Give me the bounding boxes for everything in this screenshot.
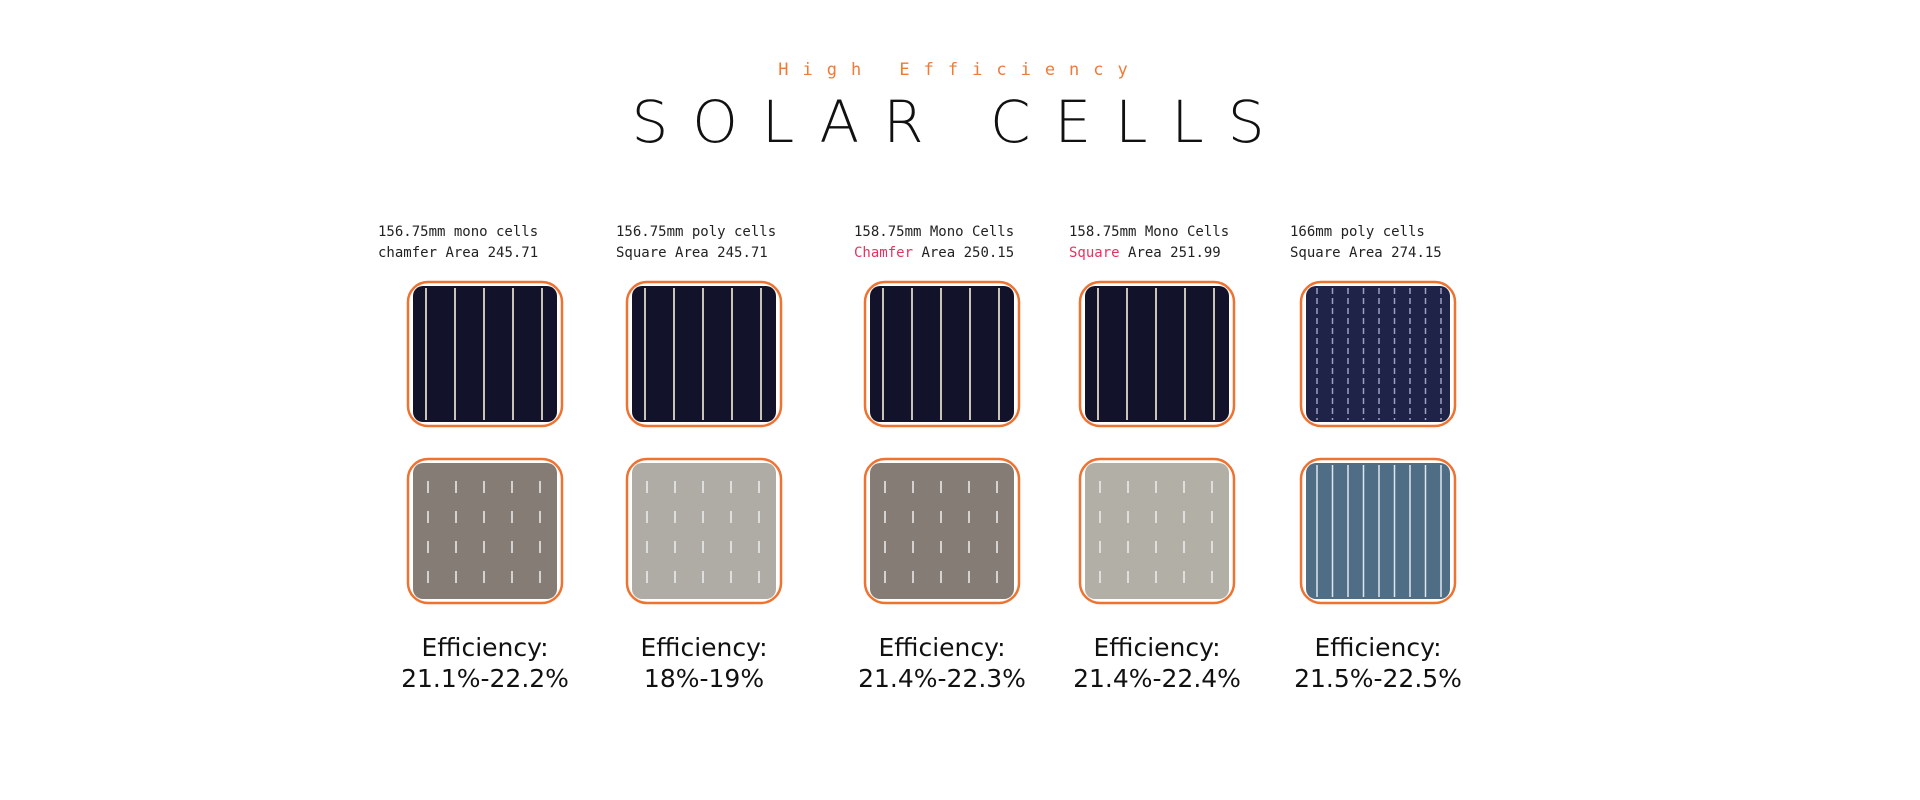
efficiency-value: 21.4%-22.3% — [858, 664, 1026, 693]
title: SOLAR CELLS — [631, 88, 1289, 156]
efficiency: Efficiency: 21.1%-22.2% — [375, 632, 595, 694]
cell-front-image — [1078, 280, 1236, 428]
cell-back-image — [863, 457, 1021, 605]
cell-shape: Square — [1290, 245, 1341, 261]
cell-area: Area 245.71 — [445, 245, 539, 261]
cell-frame — [625, 280, 783, 428]
cell-labels: 156.75mm poly cells Square Area 245.71 — [616, 222, 776, 264]
cell-area: Area 245.71 — [675, 245, 768, 261]
cell-area-line: Square Area 251.99 — [1069, 243, 1229, 264]
subtitle: High Efficiency — [778, 60, 1142, 80]
cell-front-image — [1299, 280, 1457, 428]
cell-area-line: Square Area 274.15 — [1290, 243, 1442, 264]
efficiency: Efficiency: 21.4%-22.3% — [832, 632, 1052, 694]
efficiency-label: Efficiency: — [1093, 633, 1221, 662]
cell-labels: 158.75mm Mono Cells Chamfer Area 250.15 — [854, 222, 1014, 264]
cell-frame — [863, 457, 1021, 605]
cell-frame — [863, 280, 1021, 428]
cell-body — [870, 463, 1014, 599]
cell-shape: Chamfer — [854, 245, 914, 261]
cell-area: Area 250.15 — [921, 245, 1015, 261]
cell-frame — [1299, 280, 1457, 428]
cell-shape: Square — [1069, 245, 1120, 261]
cell-frame — [406, 457, 564, 605]
cell-labels: 158.75mm Mono Cells Square Area 251.99 — [1069, 222, 1229, 264]
efficiency-value: 21.5%-22.5% — [1294, 664, 1462, 693]
cell-body — [1306, 463, 1450, 599]
efficiency: Efficiency: 21.5%-22.5% — [1268, 632, 1488, 694]
efficiency-label: Efficiency: — [421, 633, 549, 662]
cell-frame — [1078, 280, 1236, 428]
efficiency-label: Efficiency: — [1314, 633, 1442, 662]
cell-front-image — [625, 280, 783, 428]
cell-size: 156.75mm poly cells — [616, 224, 777, 240]
cell-body — [1306, 286, 1450, 422]
cell-size: 166mm poly cells — [1290, 224, 1425, 240]
cell-front-image — [863, 280, 1021, 428]
efficiency-label: Efficiency: — [640, 633, 768, 662]
cell-back-image — [1078, 457, 1236, 605]
efficiency: Efficiency: 21.4%-22.4% — [1047, 632, 1267, 694]
cell-back-image — [625, 457, 783, 605]
cell-frame — [406, 280, 564, 428]
cell-body — [632, 463, 776, 599]
cell-front-image — [406, 280, 564, 428]
efficiency-value: 18%-19% — [643, 664, 765, 693]
efficiency: Efficiency: 18%-19% — [594, 632, 814, 694]
cell-body — [413, 463, 557, 599]
cell-back-image — [1299, 457, 1457, 605]
cell-area: Area 274.15 — [1349, 245, 1442, 261]
cell-size: 158.75mm Mono Cells — [854, 224, 1015, 240]
cell-back-image — [406, 457, 564, 605]
cell-labels: 166mm poly cells Square Area 274.15 — [1290, 222, 1442, 264]
cell-area-line: Chamfer Area 250.15 — [854, 243, 1014, 264]
cell-shape: Square — [616, 245, 667, 261]
cell-area: Area 251.99 — [1128, 245, 1221, 261]
cell-size: 156.75mm mono cells — [378, 224, 539, 240]
efficiency-value: 21.1%-22.2% — [401, 664, 569, 693]
cell-body — [1085, 463, 1229, 599]
cell-area-line: Square Area 245.71 — [616, 243, 776, 264]
cell-size: 158.75mm Mono Cells — [1069, 224, 1230, 240]
cell-frame — [1299, 457, 1457, 605]
cell-labels: 156.75mm mono cells chamfer Area 245.71 — [378, 222, 538, 264]
cell-area-line: chamfer Area 245.71 — [378, 243, 538, 264]
cell-shape: chamfer — [378, 245, 438, 261]
efficiency-label: Efficiency: — [878, 633, 1006, 662]
cell-frame — [1078, 457, 1236, 605]
cell-frame — [625, 457, 783, 605]
efficiency-value: 21.4%-22.4% — [1073, 664, 1241, 693]
